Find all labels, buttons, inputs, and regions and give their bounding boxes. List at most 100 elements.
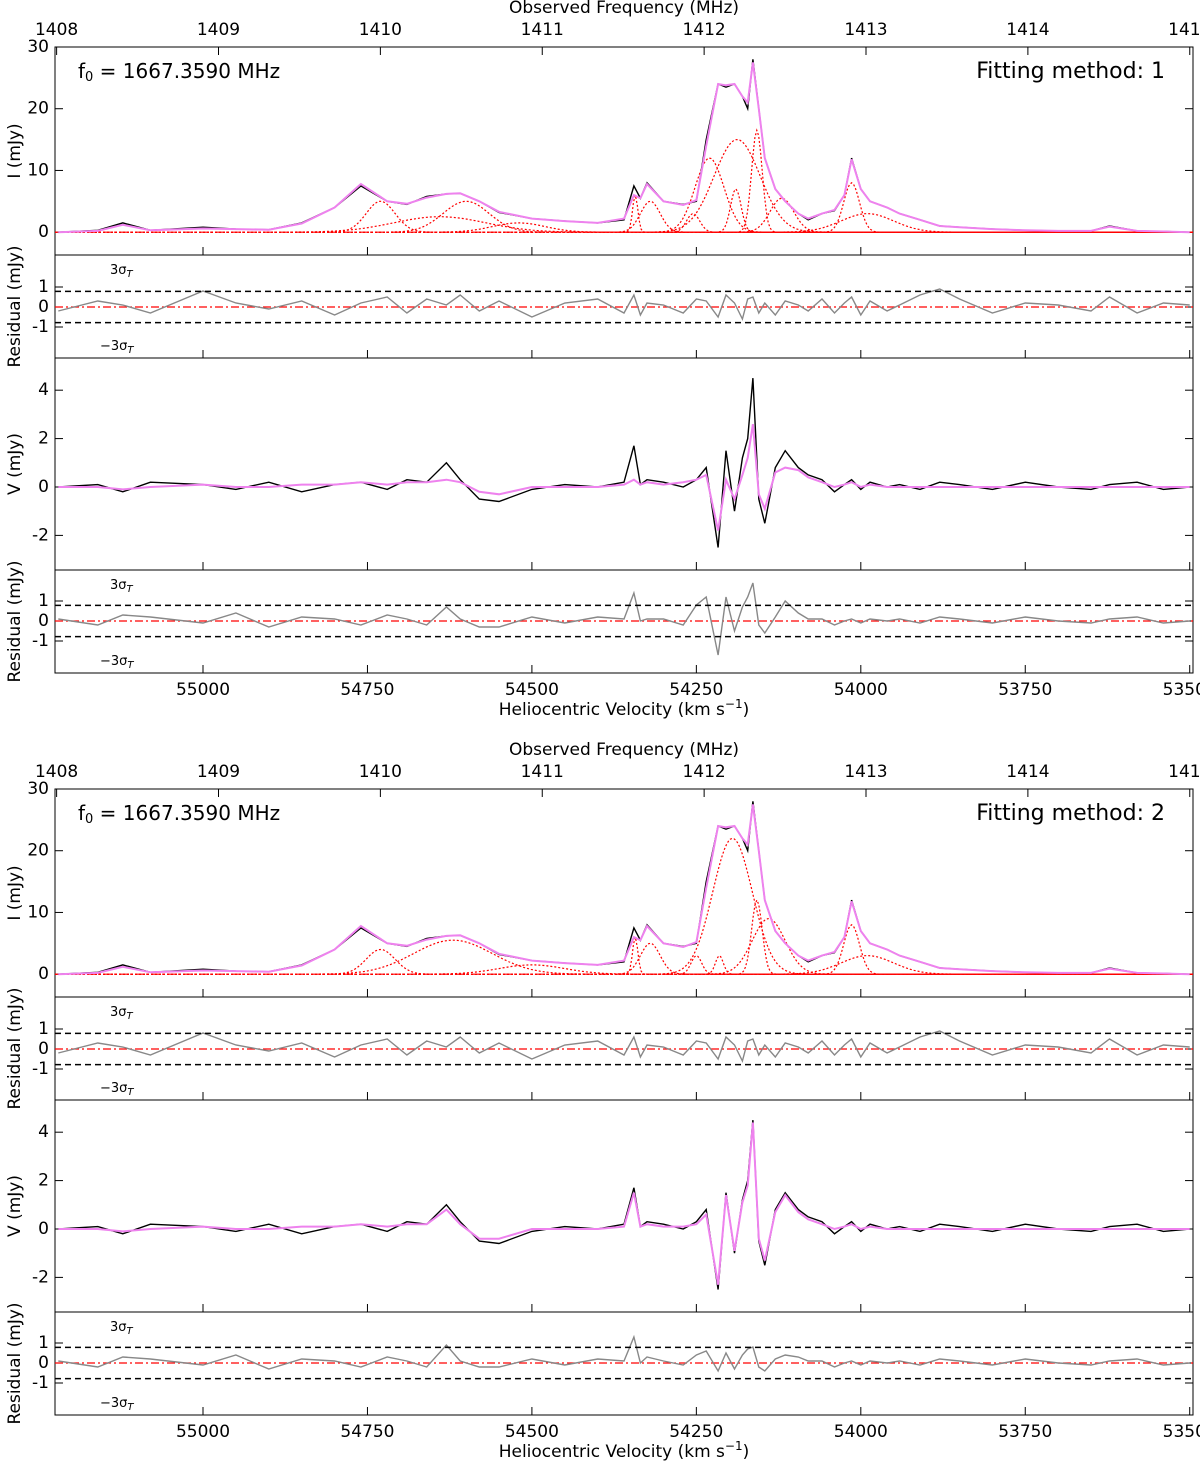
x-tick-label: 54500 <box>505 1422 559 1442</box>
y-tick-label: 1 <box>38 591 49 611</box>
x-tick-label: 54750 <box>340 1422 394 1442</box>
data-line <box>58 378 1190 548</box>
x2-tick-label: 1411 <box>521 762 564 782</box>
y-axis-title: V (mJy) <box>5 1175 25 1237</box>
sigma-sub: T <box>127 1011 134 1022</box>
y-tick-label: 1 <box>38 1019 49 1039</box>
neg-sigma-label: −3σT <box>100 1081 134 1099</box>
y-tick-label: 10 <box>27 160 49 180</box>
y-tick-label: 20 <box>27 841 49 861</box>
f0-rest: = 1667.3590 MHz <box>93 801 280 825</box>
y-tick-label: -1 <box>32 1059 49 1079</box>
x-tick-label: 54250 <box>669 680 723 700</box>
x2-tick-label: 1412 <box>682 762 725 782</box>
gaussian-component <box>55 837 1193 975</box>
y-tick-label: 0 <box>38 1039 49 1059</box>
gaussian-component <box>55 917 1193 975</box>
sigma-sub: T <box>127 1326 134 1337</box>
sigma-label: 3σT <box>110 263 134 281</box>
sigma-text: 3σ <box>110 1005 127 1020</box>
y-tick-label: 0 <box>38 1353 49 1373</box>
fit-line <box>58 1122 1190 1285</box>
sigma-sub: T <box>127 1087 134 1098</box>
plot-area <box>58 1120 1190 1290</box>
gaussian-component <box>55 939 1193 975</box>
neg-sigma-label: −3σT <box>100 1396 134 1414</box>
gaussian-component <box>55 213 1193 233</box>
f0-main: f <box>78 59 86 83</box>
x2-tick-label: 1413 <box>844 20 887 40</box>
x-tick-label: 54750 <box>340 680 394 700</box>
panel: Residual (mJy) -101 3σT −3σT <box>5 1302 1194 1425</box>
sigma-label: 3σT <box>110 1320 134 1338</box>
f0-label: f0 = 1667.3590 MHz <box>78 801 280 827</box>
data-line <box>58 59 1190 233</box>
y-tick-label: 0 <box>38 222 49 242</box>
y-tick-label: 0 <box>38 1219 49 1239</box>
y-tick-label: -1 <box>32 1373 49 1393</box>
panel: V (mJy) -2 0 2 4 <box>5 357 1194 571</box>
y-tick-label: 0 <box>38 297 49 317</box>
x2-tick-label: 1409 <box>197 20 240 40</box>
sigma-text: 3σ <box>110 263 127 278</box>
gaussian-component <box>55 898 1193 975</box>
y-axis-title: Residual (mJy) <box>5 245 25 367</box>
y-tick-label: -1 <box>32 317 49 337</box>
y-axis-title: I (mJy) <box>5 123 25 178</box>
sigma-sub: T <box>127 584 134 595</box>
gaussian-component <box>55 937 1193 975</box>
x2-tick-label: 1414 <box>1006 20 1049 40</box>
gaussian-component <box>55 157 1193 233</box>
x-title-end: ) <box>743 1442 750 1462</box>
y-tick-label: 4 <box>38 1122 49 1142</box>
gaussian-component <box>55 955 1193 975</box>
y-tick-label: 30 <box>27 779 49 799</box>
x-tick-label: 54500 <box>505 680 559 700</box>
panel-frame <box>54 1099 1194 1313</box>
y-tick-label: 30 <box>27 37 49 57</box>
x2-axis-title: Observed Frequency (MHz) <box>509 0 739 18</box>
sigma-text: −3σ <box>100 339 127 354</box>
gaussian-component <box>55 195 1193 233</box>
y-axis-title: Residual (mJy) <box>5 987 25 1109</box>
plot-area <box>55 1334 1193 1380</box>
data-line <box>58 801 1190 975</box>
x-tick-label: 53500 <box>1163 680 1200 700</box>
y-axis-title: Residual (mJy) <box>5 1302 25 1424</box>
x-tick-label: 53500 <box>1163 1422 1200 1442</box>
x-title-main: Heliocentric Velocity (km s <box>499 1442 725 1462</box>
panel: V (mJy) -2 0 2 4 <box>5 1099 1194 1313</box>
x-tick-label: 55000 <box>176 680 230 700</box>
x-tick-label: 55000 <box>176 1422 230 1442</box>
x-title-main: Heliocentric Velocity (km s <box>499 700 725 720</box>
plot-area <box>55 59 1193 234</box>
sigma-text: 3σ <box>110 1320 127 1335</box>
y-tick-label: 20 <box>27 99 49 119</box>
y-axis-title: V (mJy) <box>5 433 25 495</box>
data-line <box>58 1120 1190 1290</box>
f0-label: f0 = 1667.3590 MHz <box>78 59 280 85</box>
method-label: Fitting method: 2 <box>976 801 1165 826</box>
sigma-sub: T <box>127 345 134 356</box>
method-label: Fitting method: 1 <box>976 59 1165 84</box>
x2-tick-label: 1409 <box>197 762 240 782</box>
x2-tick-label: 1410 <box>359 762 402 782</box>
y-tick-label: 1 <box>38 1333 49 1353</box>
x-title-end: ) <box>743 700 750 720</box>
neg-sigma-label: −3σT <box>100 654 134 672</box>
f0-rest: = 1667.3590 MHz <box>93 59 280 83</box>
plot-area <box>58 378 1190 548</box>
sigma-text: −3σ <box>100 654 127 669</box>
y-tick-label: 0 <box>38 964 49 984</box>
y-tick-label: 1 <box>38 277 49 297</box>
x2-axis-title: Observed Frequency (MHz) <box>509 740 739 760</box>
x2-tick-label: 1410 <box>359 20 402 40</box>
f0-sub: 0 <box>85 70 93 85</box>
y-tick-label: 2 <box>38 1171 49 1191</box>
sigma-label: 3σT <box>110 578 134 596</box>
y-tick-label: 10 <box>27 902 49 922</box>
